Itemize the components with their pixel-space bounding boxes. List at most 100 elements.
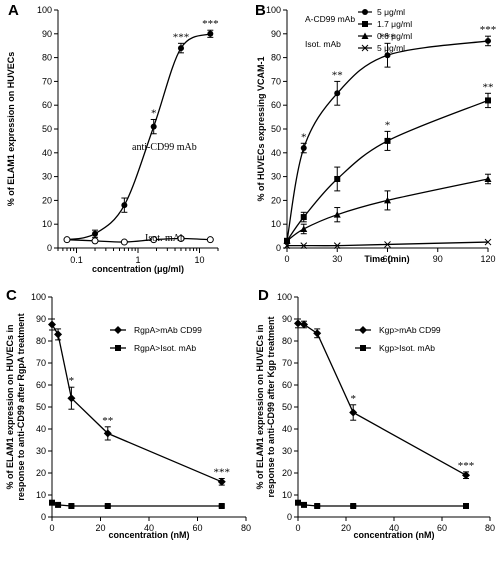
y-tick-label: 20 [36,468,46,478]
y-axis-label: response to anti-CD99 after RgpA treatme… [16,313,26,500]
data-point [48,320,56,329]
data-point [103,429,112,438]
y-tick-label: 80 [282,336,292,346]
series-line [286,241,489,247]
significance-label: * [385,119,391,131]
data-point [67,394,76,403]
legend-label: RgpA>mAb CD99 [134,325,202,335]
x-tick-label: 0 [295,523,300,533]
legend-title: Isot. mAb [305,39,341,49]
y-tick-label: 0 [47,243,52,253]
y-tick-label: 0 [41,512,46,522]
panel-c: C 0 10 20 30 40 50 60 70 80 90 100 0 20 40 60 80 concentr… [5,287,251,540]
y-axis-label: % of ELAM1 expression on HUVECs in [5,324,15,489]
y-tick-label: 100 [277,292,292,302]
legend-label: Kgp>Isot. mAb [379,343,435,353]
y-tick-label: 10 [271,219,281,229]
series-3 [283,173,492,244]
x-tick-label: 60 [437,523,447,533]
x-tick-label: 40 [144,523,154,533]
data-point [333,242,341,249]
y-tick-label: 0 [276,243,281,253]
x-axis-label: concentration (nM) [109,530,190,540]
data-point [484,238,492,246]
y-axis-label: % of HUVECs expressing VCAM-1 [256,56,266,201]
data-point [63,236,71,244]
significance-label: *** [379,31,396,43]
data-point [104,503,111,509]
y-tick-label: 10 [42,219,52,229]
data-point [177,45,184,52]
data-point [314,503,321,509]
legend-label: 0.6 μg/ml [377,31,412,41]
legend: 5 μg/ml 1.7 μg/ml 0.6 μg/ml 5 μg/ml A-CD99 m… [305,7,412,53]
y-tick-label: 40 [282,424,292,434]
data-point [485,37,491,44]
significance-label: *** [202,18,219,30]
series-2 [49,499,225,509]
data-point [300,242,308,249]
panel-letter: B [255,2,266,19]
data-point [300,225,308,232]
data-point [360,345,366,351]
series-line [66,33,211,241]
data-point [150,123,157,130]
series-1: ******* [63,18,219,243]
y-tick-label: 20 [42,195,52,205]
data-point [362,21,368,27]
data-point [55,501,62,508]
series-2 [63,234,214,246]
data-point [49,499,55,506]
data-point [114,326,122,334]
y-tick-label: 100 [266,5,281,15]
y-tick-label: 70 [42,76,52,86]
series-label: Isot. mAb [145,233,185,244]
data-point [300,145,307,152]
x-tick-label: 120 [480,254,495,264]
y-tick-label: 60 [271,100,281,110]
legend-label: 5 μg/ml [377,7,405,17]
y-tick-label: 20 [271,195,281,205]
data-point [362,9,368,15]
series-label: anti-CD99 mAb [132,142,197,153]
data-point [462,471,470,480]
data-point [349,408,358,417]
series-line [286,178,489,242]
series-1: **** [294,318,475,480]
data-point [217,477,226,486]
y-tick-label: 90 [36,314,46,324]
data-point [484,175,492,182]
panel-b: B 0 10 20 30 40 50 60 70 80 90 100 0 30 60 90 120 Time (m… [255,2,496,264]
significance-label: * [301,131,307,143]
y-tick-label: 70 [271,76,281,86]
data-point [91,237,99,245]
data-point [463,503,469,509]
significance-label: * [69,375,75,387]
y-tick-label: 30 [271,172,281,182]
x-axis-label: concentration (nM) [354,530,435,540]
y-tick-label: 80 [42,53,52,63]
data-point [206,236,214,244]
significance-label: ** [332,69,343,81]
data-point [294,319,302,328]
x-axis-label: concentration (μg/ml) [92,264,184,274]
data-point [359,326,367,334]
y-tick-label: 90 [282,314,292,324]
legend-label: 1.7 μg/ml [377,19,412,29]
y-tick-label: 30 [36,446,46,456]
data-point [295,499,301,506]
y-tick-label: 60 [282,380,292,390]
y-tick-label: 50 [42,124,52,134]
y-tick-label: 20 [282,468,292,478]
significance-label: ** [483,81,494,93]
data-point [177,234,185,242]
series-1: ********* [284,24,496,244]
x-tick-label: 20 [95,523,105,533]
data-point [283,242,291,249]
x-tick-label: 80 [485,523,495,533]
x-tick-label: 40 [389,523,399,533]
y-tick-label: 40 [271,148,281,158]
significance-label: *** [458,460,475,472]
significance-label: ** [102,415,113,427]
